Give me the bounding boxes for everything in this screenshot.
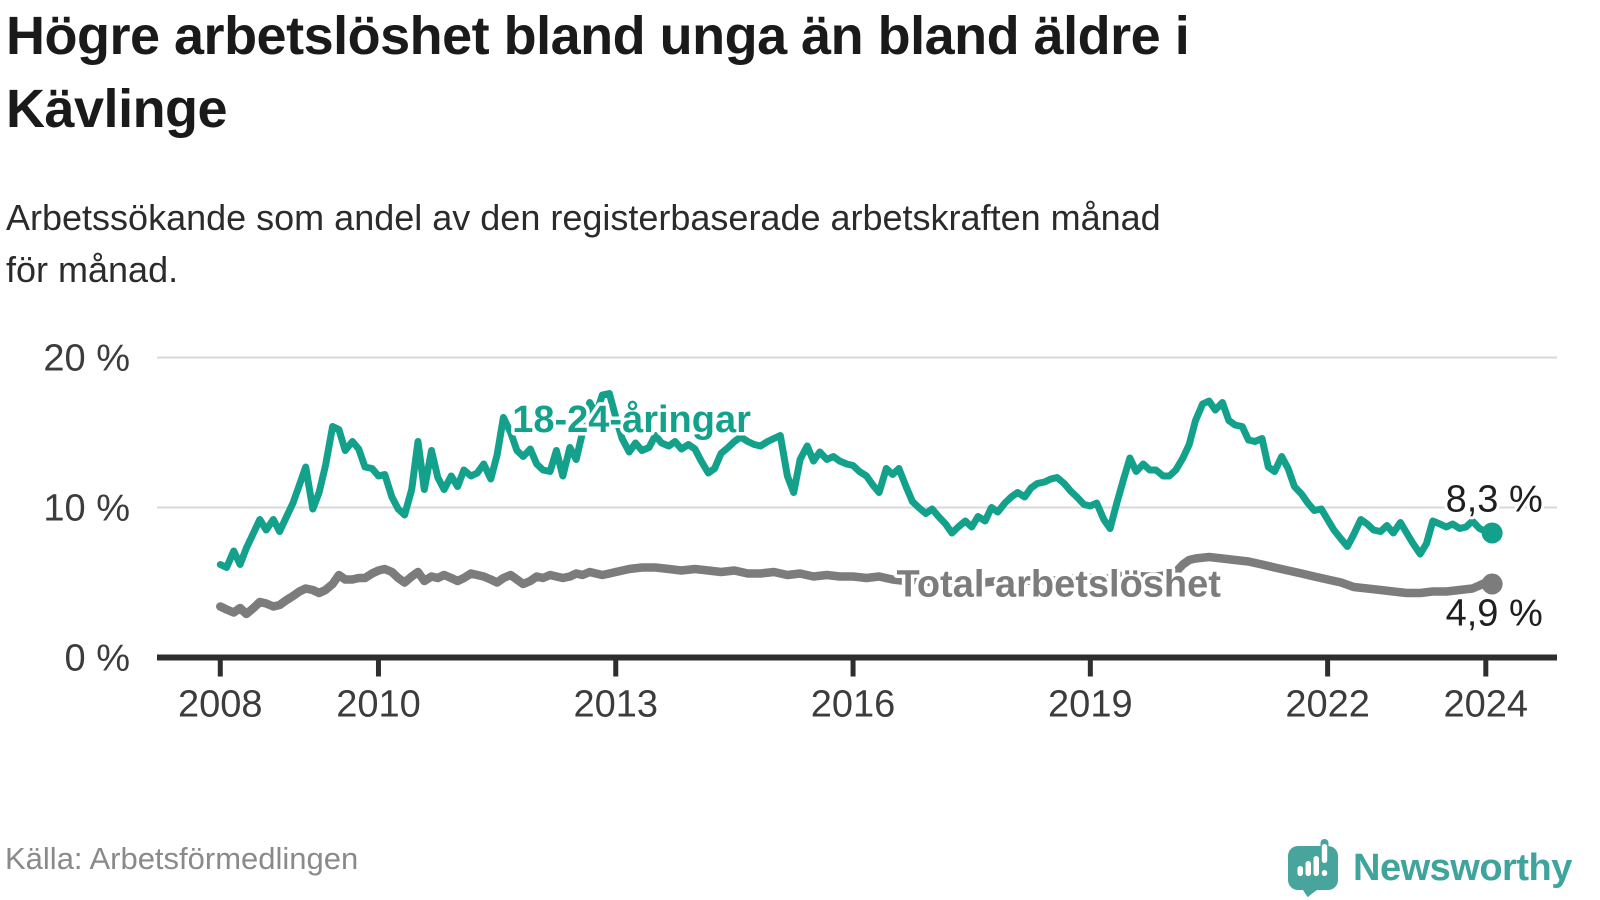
series-end-dot-youth bbox=[1481, 522, 1503, 544]
chart-title-line2: Kävlinge bbox=[6, 79, 228, 139]
y-axis-label-10: 10 % bbox=[43, 488, 130, 530]
newsworthy-logo-text: Newsworthy bbox=[1353, 846, 1572, 889]
series-label-total: Total arbetslöshet bbox=[896, 563, 1221, 605]
series-label-youth: 18-24-åringar bbox=[512, 399, 751, 441]
x-axis-label-2008: 2008 bbox=[178, 684, 263, 726]
logo-bar-3 bbox=[1313, 856, 1319, 876]
series-line-youth bbox=[216, 390, 1496, 571]
source-note: Källa: Arbetsförmedlingen bbox=[5, 841, 359, 876]
series-end-value-total: 4,9 % bbox=[1446, 593, 1543, 635]
x-axis-label-2019: 2019 bbox=[1048, 684, 1133, 726]
newsworthy-logo-icon bbox=[1288, 839, 1338, 897]
logo-bar-2 bbox=[1305, 861, 1311, 876]
chart-subtitle-line1: Arbetssökande som andel av den registerb… bbox=[6, 197, 1161, 238]
x-axis-label-2013: 2013 bbox=[573, 684, 658, 726]
newsworthy-logo[interactable]: Newsworthy bbox=[1287, 838, 1572, 898]
chart-title: Högre arbetslöshet bland unga än bland ä… bbox=[6, 0, 1576, 146]
x-axis-label-2022: 2022 bbox=[1285, 684, 1370, 726]
x-axis-label-2016: 2016 bbox=[811, 684, 896, 726]
chart-subtitle-line2: för månad. bbox=[6, 249, 179, 290]
logo-exclamation-dot bbox=[1321, 870, 1328, 876]
series-line-total bbox=[216, 552, 1497, 619]
unemployment-line-chart: 0 % 10 % 20 % 2008 2010 2013 2016 2019 2022 2024 1… bbox=[43, 338, 1557, 726]
y-axis-label-20: 20 % bbox=[43, 338, 130, 380]
logo-bubble-tail bbox=[1303, 887, 1317, 897]
y-axis-label-0: 0 % bbox=[65, 638, 130, 680]
x-axis-label-2024: 2024 bbox=[1444, 684, 1529, 726]
series-end-value-youth: 8,3 % bbox=[1446, 479, 1543, 521]
chart-title-line1: Högre arbetslöshet bland unga än bland ä… bbox=[6, 6, 1190, 66]
chart-subtitle: Arbetssökande som andel av den registerb… bbox=[6, 192, 1576, 296]
logo-exclamation-bar bbox=[1321, 844, 1328, 863]
x-axis-label-2010: 2010 bbox=[336, 684, 421, 726]
logo-bar-1 bbox=[1297, 866, 1303, 876]
series-end-dot-total bbox=[1481, 573, 1503, 595]
